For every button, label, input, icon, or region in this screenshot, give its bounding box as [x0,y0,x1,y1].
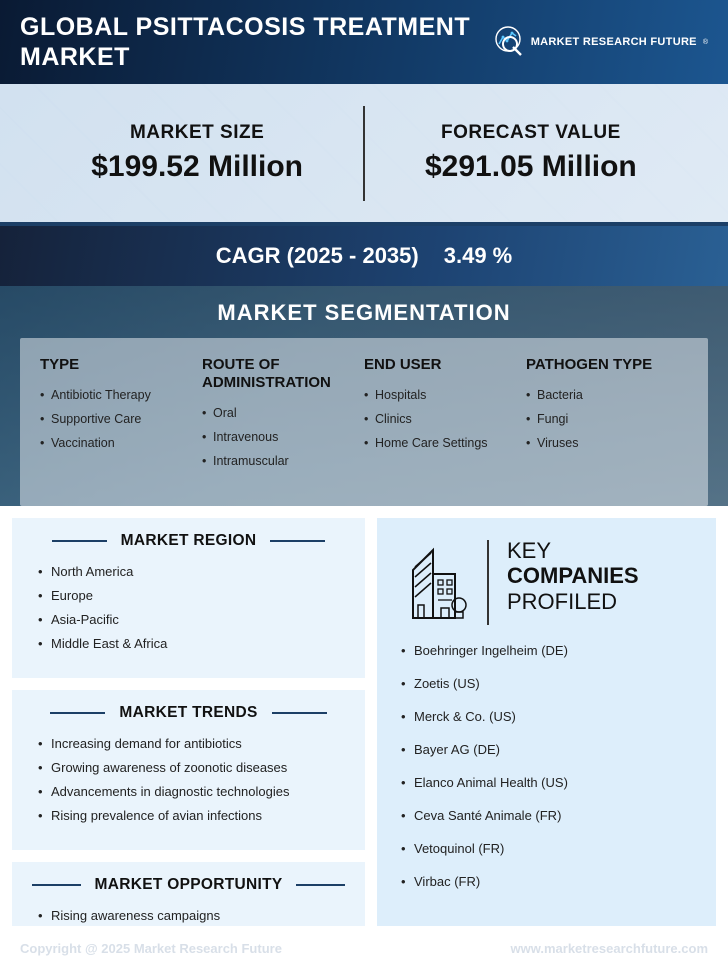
brand-logo: MARKET RESEARCH FUTURE ® [491,25,708,59]
segmentation-column-pathogen: PATHOGEN TYPE Bacteria Fungi Viruses [526,356,688,486]
market-size-block: MARKET SIZE $199.52 Million [91,122,303,184]
key-companies-title: KEY COMPANIES PROFILED [507,538,639,614]
stats-band: MARKET SIZE $199.52 Million FORECAST VAL… [0,84,728,226]
building-icon [401,540,471,625]
market-region-card: MARKET REGION North America Europe Asia-… [12,518,365,678]
market-size-value: $199.52 Million [91,150,303,184]
footer-ghost-text: Copyright @ 2025 Market Research Future … [0,926,728,964]
segmentation-heading: MARKET SEGMENTATION [0,300,728,326]
cagr-label: CAGR (2025 - 2035) [216,243,419,269]
market-opportunity-heading: MARKET OPPORTUNITY [95,876,283,894]
brand-logo-registered-icon: ® [703,39,708,46]
segmentation-column-route: ROUTE OF ADMINISTRATION Oral Intravenous… [202,356,364,486]
forecast-value-label: FORECAST VALUE [425,122,637,144]
segmentation-table: TYPE Antibiotic Therapy Supportive Care … [20,338,708,506]
lower-left-column: MARKET REGION North America Europe Asia-… [12,518,365,926]
market-size-label: MARKET SIZE [91,122,303,144]
forecast-value-block: FORECAST VALUE $291.05 Million [425,122,637,184]
cagr-value: 3.49 % [444,243,513,269]
market-trends-card: MARKET TRENDS Increasing demand for anti… [12,690,365,850]
segmentation-column-type: TYPE Antibiotic Therapy Supportive Care … [40,356,202,486]
infographic-page: GLOBAL PSITTACOSIS TREATMENT MARKET MARK… [0,0,728,964]
lower-section: MARKET REGION North America Europe Asia-… [0,506,728,926]
page-header: GLOBAL PSITTACOSIS TREATMENT MARKET MARK… [0,0,728,84]
market-region-heading: MARKET REGION [121,532,257,550]
segmentation-column-end-user: END USER Hospitals Clinics Home Care Set… [364,356,526,486]
market-trends-heading: MARKET TRENDS [119,704,257,722]
brand-logo-text: MARKET RESEARCH FUTURE [531,36,697,48]
stats-divider [363,106,365,201]
segmentation-section: MARKET SEGMENTATION TYPE Antibiotic Ther… [0,286,728,506]
cagr-band: CAGR (2025 - 2035) 3.49 % [0,226,728,286]
forecast-value-value: $291.05 Million [425,150,637,184]
mrfr-logo-icon [491,25,525,59]
key-companies-card: KEY COMPANIES PROFILED Boehringer Ingelh… [377,518,716,926]
key-companies-list: Boehringer Ingelheim (DE) Zoetis (US) Me… [401,643,692,889]
page-title: GLOBAL PSITTACOSIS TREATMENT MARKET [20,12,491,72]
